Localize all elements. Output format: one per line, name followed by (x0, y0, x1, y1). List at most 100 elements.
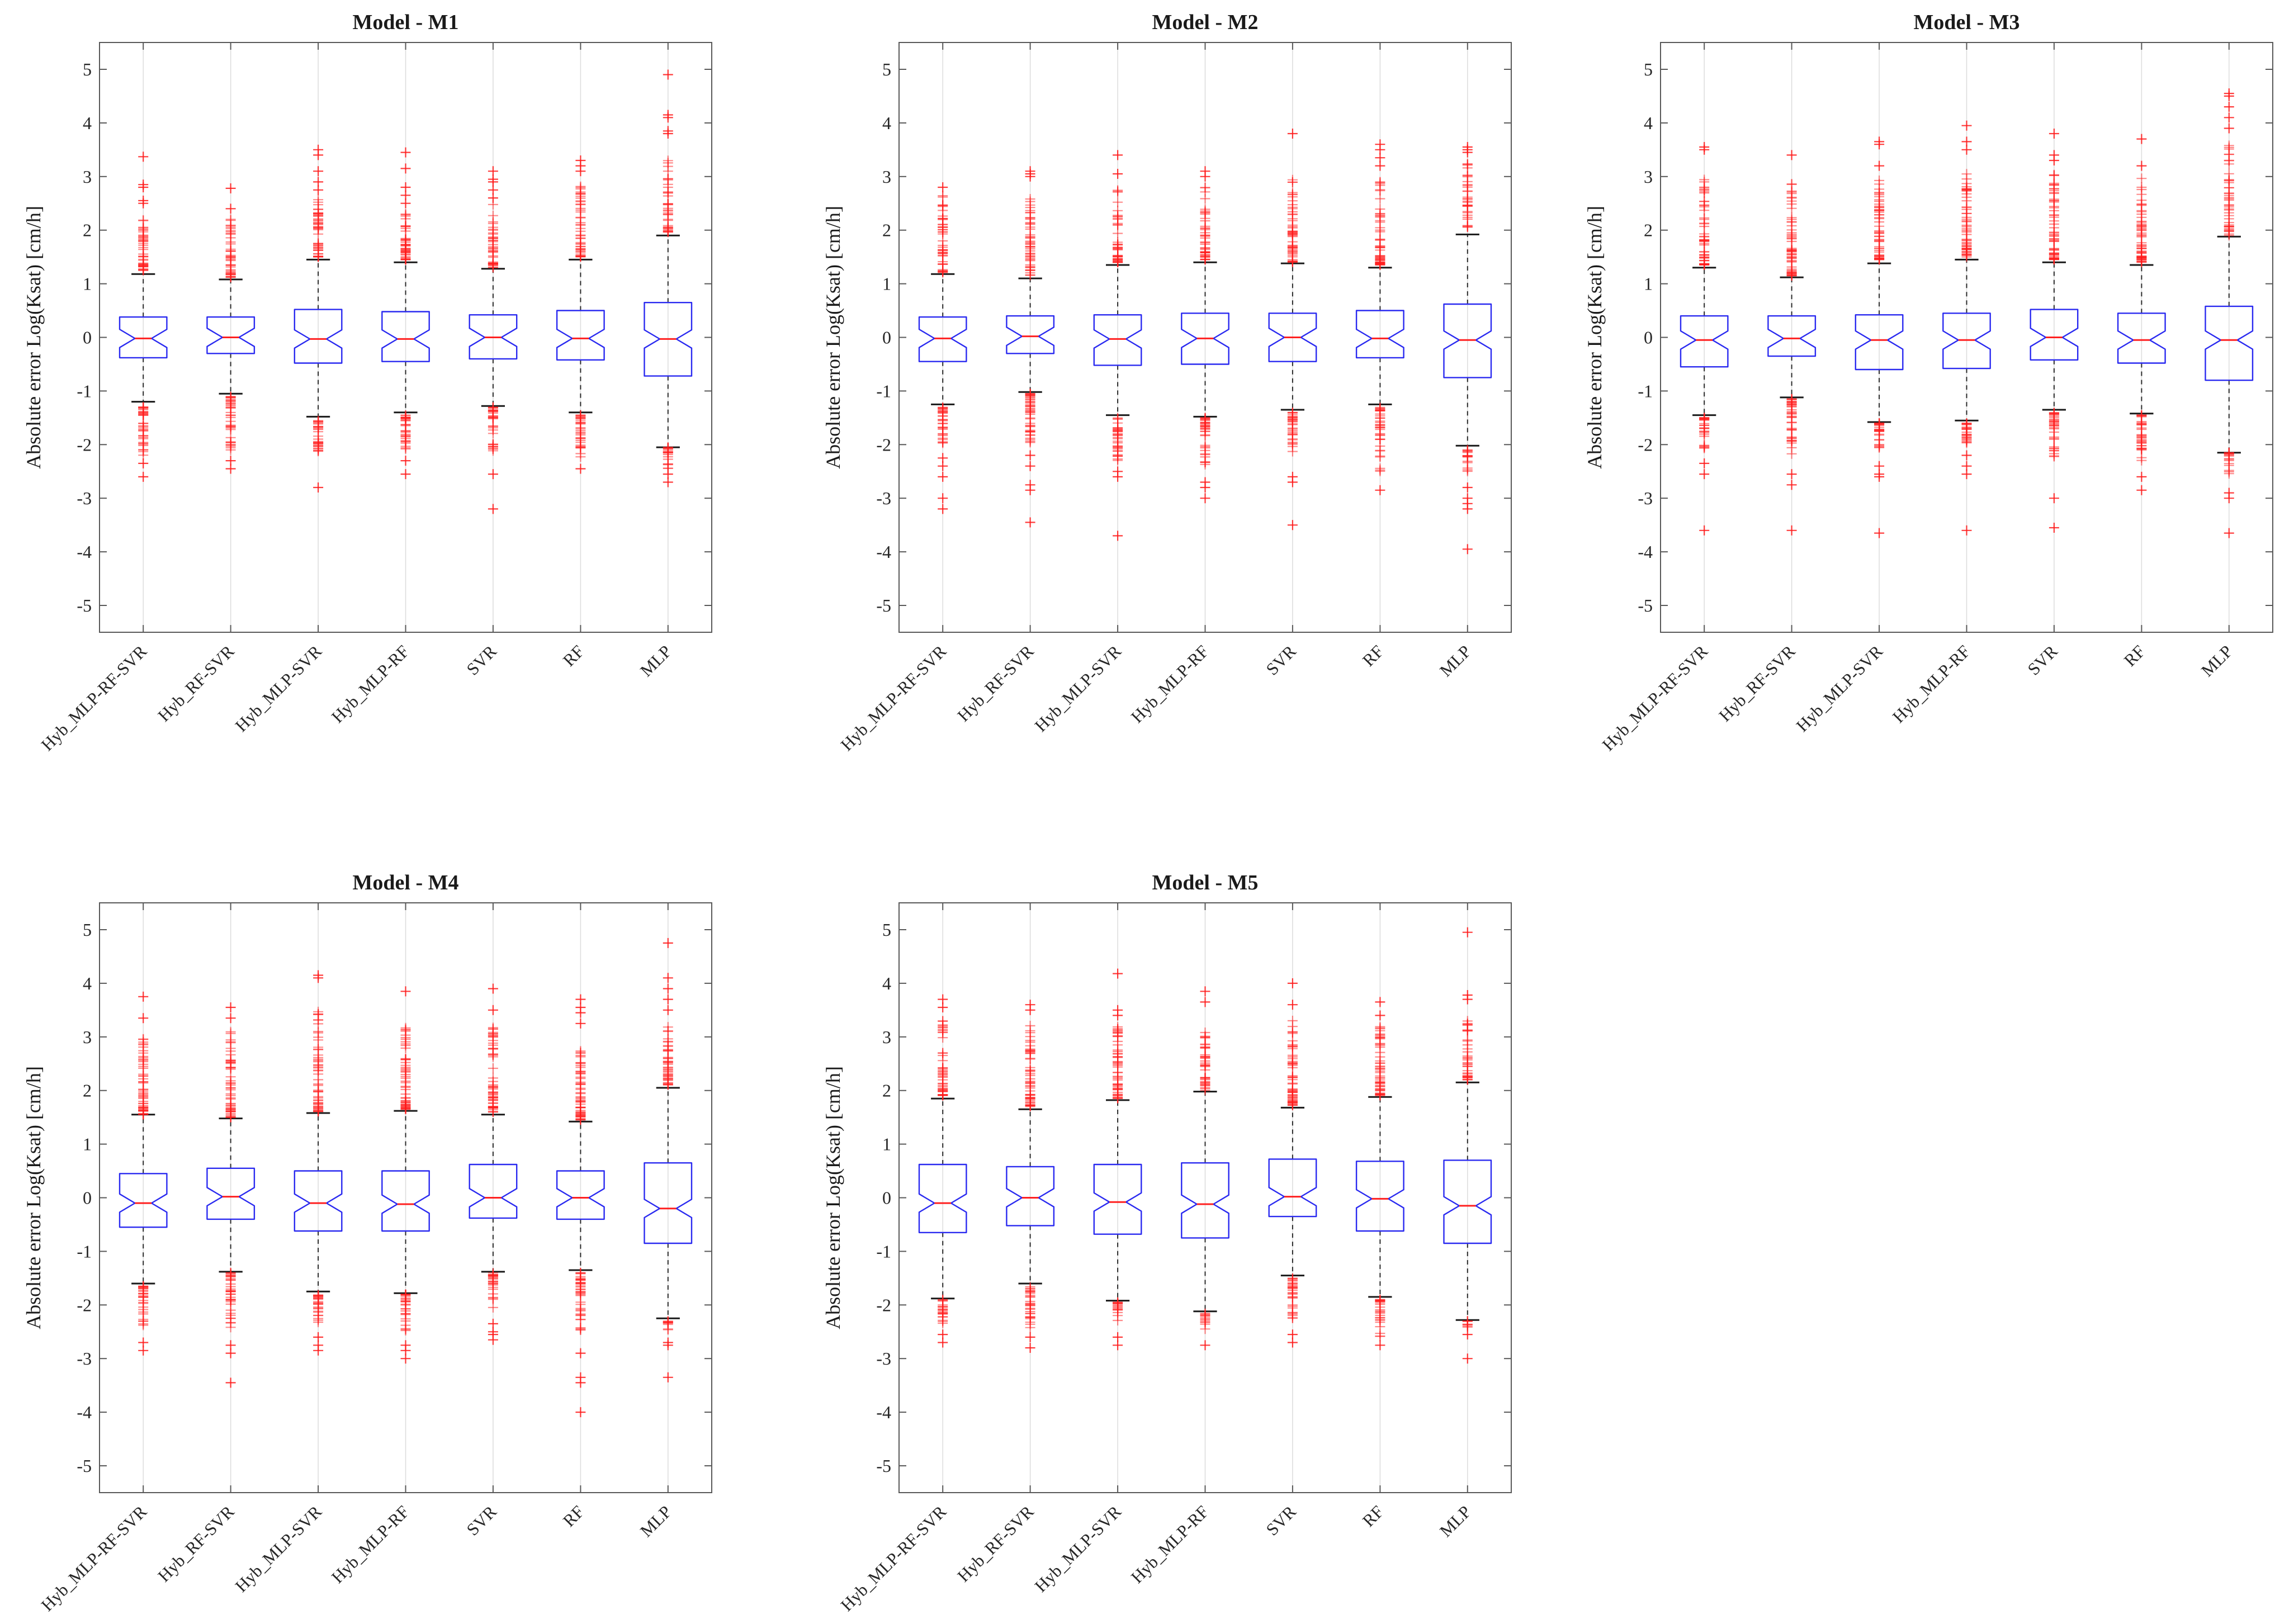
x-tick-label: SVR (2023, 641, 2061, 679)
box-group-Hyb_RF-SVR (1006, 1000, 1055, 1353)
x-tick-label: Hyb_MLP-SVR (1031, 641, 1125, 736)
notched-box (1680, 315, 1729, 368)
chart-svg-m3: -5 -4 -3 -2 -1 0 1 2 3 4 5 Hyb_MLP-RF-SVR Hyb_RF-SVR… (1583, 11, 2273, 755)
box-group-MLP (2205, 88, 2254, 538)
y-tick-label: 1 (83, 274, 92, 294)
notched-box (1443, 303, 1492, 378)
notched-box (1355, 310, 1404, 359)
notched-box (2205, 305, 2254, 381)
notched-box (1006, 315, 1055, 354)
y-axis-label: Absolute error Log(Ksat) [cm/h] (22, 206, 45, 469)
box-group-Hyb_MLP-SVR (294, 970, 343, 1356)
x-tick-label: RF (559, 641, 588, 670)
notched-box (644, 302, 693, 377)
box-group-Hyb_MLP-SVR (1093, 150, 1142, 541)
x-tick-label: Hyb_MLP-RF-SVR (837, 641, 950, 755)
notched-box (1181, 1162, 1229, 1239)
x-tick-label: SVR (1262, 641, 1300, 679)
y-tick-label: 2 (1644, 220, 1653, 240)
notched-box (1268, 313, 1317, 362)
x-tick-label: Hyb_MLP-SVR (1031, 1502, 1125, 1596)
notched-box (1268, 1158, 1317, 1218)
x-tick-label: Hyb_MLP-SVR (1792, 641, 1887, 736)
notched-box (1093, 1163, 1142, 1235)
box-group-MLP (1443, 927, 1492, 1364)
notched-box (206, 1167, 256, 1220)
notched-box (1855, 314, 1904, 371)
notched-box (1181, 313, 1229, 365)
y-axis-label: Absolute error Log(Ksat) [cm/h] (822, 1066, 844, 1329)
panel-title: Model - M1 (353, 11, 459, 34)
x-tick-label: SVR (462, 1502, 500, 1540)
notched-box (644, 1162, 693, 1244)
box-group-Hyb_MLP-RF-SVR (119, 991, 168, 1356)
notched-box (294, 309, 343, 364)
y-tick-label: -2 (77, 434, 92, 454)
y-tick-label: -3 (77, 1348, 92, 1369)
y-tick-label: 3 (83, 167, 92, 187)
y-tick-label: 3 (83, 1027, 92, 1047)
boxplot-panel-m2: -5 -4 -3 -2 -1 0 1 2 3 4 5 Hyb_MLP-RF-SVR Hyb_RF-SVR… (815, 3, 1531, 764)
y-axis-label: Absolute error Log(Ksat) [cm/h] (1583, 206, 1606, 469)
x-tick-label: RF (1359, 641, 1388, 670)
box-group-Hyb_MLP-SVR (1093, 968, 1142, 1351)
panel-title: Model - M5 (1152, 871, 1259, 894)
notched-box (918, 1163, 967, 1233)
y-tick-label: 3 (1644, 167, 1653, 187)
y-tick-label: -4 (77, 542, 92, 562)
y-tick-label: 3 (882, 1027, 891, 1047)
notched-box (1942, 313, 1991, 370)
y-tick-label: -4 (876, 542, 891, 562)
y-tick-label: -4 (876, 1402, 891, 1422)
y-tick-label: -3 (876, 488, 891, 508)
y-tick-label: -2 (1638, 434, 1653, 454)
notched-box (294, 1170, 343, 1232)
box-group-RF (556, 155, 605, 474)
y-tick-label: 0 (83, 328, 92, 348)
box-group-Hyb_MLP-RF (1181, 166, 1229, 504)
x-tick-label: RF (559, 1502, 588, 1531)
y-tick-label: -1 (77, 381, 92, 401)
y-tick-label: -2 (77, 1295, 92, 1315)
y-tick-label: -1 (1638, 381, 1653, 401)
chart-svg-m1: -5 -4 -3 -2 -1 0 1 2 3 4 5 Hyb_MLP-RF-SVR Hyb_RF-SVR… (22, 11, 712, 755)
y-tick-label: -5 (1638, 595, 1653, 615)
x-tick-label: MLP (1436, 641, 1475, 680)
notched-box (1767, 315, 1817, 357)
x-tick-label: MLP (2197, 641, 2236, 680)
box-group-MLP (644, 69, 693, 487)
y-tick-label: 1 (83, 1134, 92, 1154)
box-group-Hyb_MLP-RF-SVR (918, 994, 967, 1348)
box-group-Hyb_MLP-RF-SVR (918, 182, 967, 514)
y-tick-label: 3 (882, 167, 891, 187)
box-group-SVR (469, 166, 518, 514)
boxplot-panel-m3: -5 -4 -3 -2 -1 0 1 2 3 4 5 Hyb_MLP-RF-SVR Hyb_RF-SVR… (1577, 3, 2292, 764)
notched-box (469, 1163, 518, 1219)
box-group-Hyb_MLP-RF (381, 986, 430, 1364)
notched-box (119, 316, 168, 359)
panel-title: Model - M2 (1152, 11, 1259, 34)
box-group-MLP (1443, 142, 1492, 555)
y-tick-label: 5 (83, 59, 92, 79)
box-group-SVR (1268, 978, 1317, 1348)
y-tick-label: -3 (876, 1348, 891, 1369)
x-tick-label: RF (1359, 1502, 1388, 1531)
notched-box (556, 1170, 605, 1220)
y-tick-label: 4 (83, 113, 92, 133)
y-axis-label: Absolute error Log(Ksat) [cm/h] (822, 206, 844, 469)
boxplot-panel-m1: -5 -4 -3 -2 -1 0 1 2 3 4 5 Hyb_MLP-RF-SVR Hyb_RF-SVR… (16, 3, 731, 764)
box-group-RF (2117, 134, 2166, 495)
y-tick-label: 0 (882, 328, 891, 348)
y-tick-label: 4 (882, 113, 891, 133)
y-tick-label: 5 (882, 59, 891, 79)
chart-svg-m4: -5 -4 -3 -2 -1 0 1 2 3 4 5 Hyb_MLP-RF-SVR Hyb_RF-SVR… (22, 871, 712, 1615)
box-group-Hyb_MLP-RF-SVR (119, 151, 168, 482)
box-group-Hyb_MLP-SVR (1855, 136, 1904, 538)
box-group-SVR (2030, 129, 2079, 533)
y-tick-label: -3 (1638, 488, 1653, 508)
box-group-Hyb_MLP-RF (1181, 986, 1229, 1351)
y-tick-label: -5 (77, 595, 92, 615)
y-tick-label: -1 (876, 1241, 891, 1261)
x-tick-label: Hyb_RF-SVR (953, 1502, 1037, 1585)
